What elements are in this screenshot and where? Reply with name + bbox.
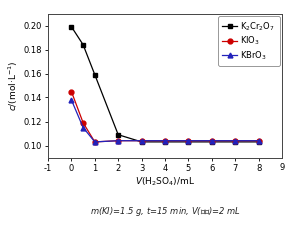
KBrO$_3$ bbox=[210, 139, 214, 142]
Line: KIO$_3$: KIO$_3$ bbox=[69, 89, 261, 144]
KBrO$_3$ bbox=[93, 141, 97, 143]
K$_2$Cr$_2$O$_7$ bbox=[163, 141, 167, 143]
KIO$_3$ bbox=[233, 139, 237, 142]
K$_2$Cr$_2$O$_7$ bbox=[187, 141, 190, 143]
K$_2$Cr$_2$O$_7$ bbox=[81, 43, 85, 46]
Legend: K$_2$Cr$_2$O$_7$, KIO$_3$, KBrO$_3$: K$_2$Cr$_2$O$_7$, KIO$_3$, KBrO$_3$ bbox=[218, 16, 280, 66]
KBrO$_3$ bbox=[70, 99, 73, 101]
K$_2$Cr$_2$O$_7$ bbox=[210, 141, 214, 143]
KBrO$_3$ bbox=[140, 139, 143, 142]
Text: $m$(KI)=1.5 g, $t$=15 min, $V$(淠粉)=2 mL: $m$(KI)=1.5 g, $t$=15 min, $V$(淠粉)=2 mL bbox=[89, 205, 241, 218]
KIO$_3$ bbox=[257, 139, 260, 142]
KIO$_3$ bbox=[187, 139, 190, 142]
KIO$_3$ bbox=[70, 90, 73, 93]
KBrO$_3$ bbox=[163, 139, 167, 142]
K$_2$Cr$_2$O$_7$ bbox=[93, 73, 97, 76]
Line: K$_2$Cr$_2$O$_7$: K$_2$Cr$_2$O$_7$ bbox=[69, 24, 261, 144]
K$_2$Cr$_2$O$_7$ bbox=[233, 141, 237, 143]
KBrO$_3$ bbox=[116, 139, 120, 142]
KBrO$_3$ bbox=[81, 126, 85, 129]
KIO$_3$ bbox=[81, 121, 85, 124]
KIO$_3$ bbox=[163, 139, 167, 142]
K$_2$Cr$_2$O$_7$ bbox=[257, 141, 260, 143]
X-axis label: $V$(H$_2$SO$_4$)/mL: $V$(H$_2$SO$_4$)/mL bbox=[135, 176, 195, 188]
Y-axis label: $c$/(mol·L$^{-1}$): $c$/(mol·L$^{-1}$) bbox=[7, 60, 20, 111]
KIO$_3$ bbox=[93, 141, 97, 143]
KBrO$_3$ bbox=[257, 139, 260, 142]
Text: 9: 9 bbox=[279, 164, 285, 173]
KIO$_3$ bbox=[140, 139, 143, 142]
K$_2$Cr$_2$O$_7$ bbox=[70, 25, 73, 28]
KBrO$_3$ bbox=[187, 139, 190, 142]
KBrO$_3$ bbox=[233, 139, 237, 142]
K$_2$Cr$_2$O$_7$ bbox=[140, 141, 143, 143]
Line: KBrO$_3$: KBrO$_3$ bbox=[69, 97, 261, 144]
KIO$_3$ bbox=[210, 139, 214, 142]
KIO$_3$ bbox=[116, 139, 120, 142]
K$_2$Cr$_2$O$_7$ bbox=[116, 133, 120, 136]
